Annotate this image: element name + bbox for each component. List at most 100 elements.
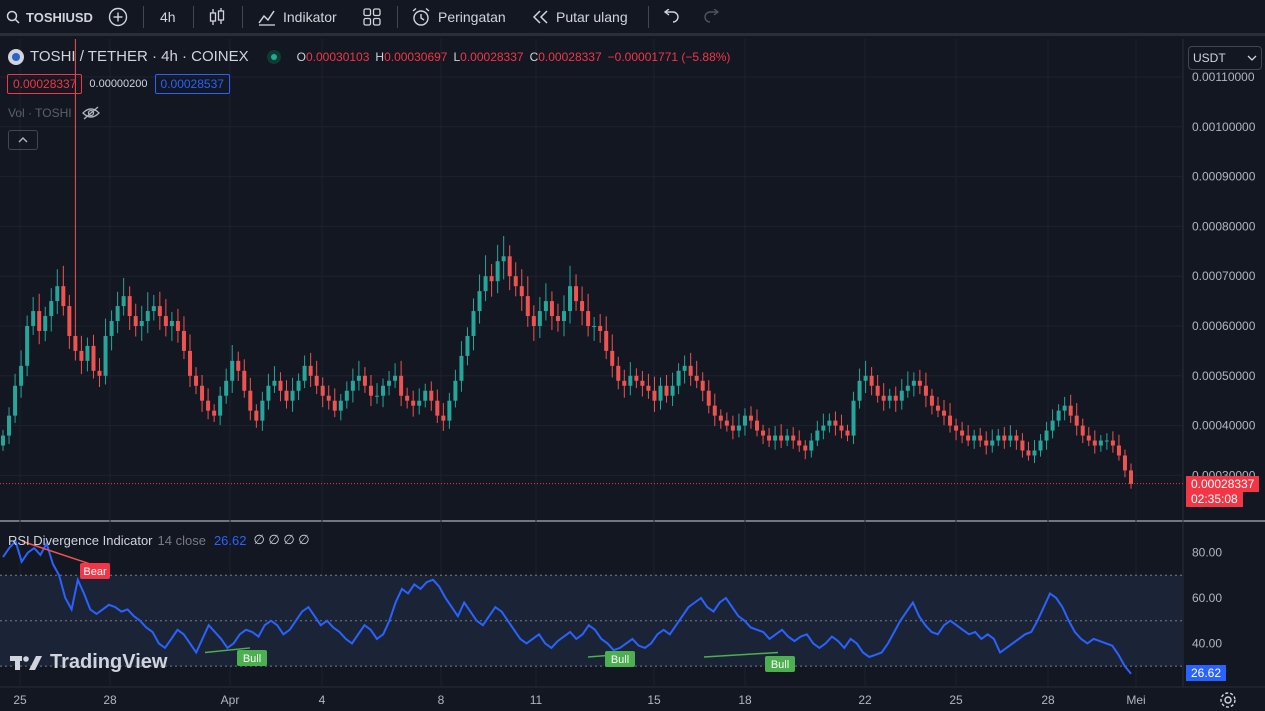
- candle-body: [73, 335, 78, 351]
- undo-button[interactable]: [662, 0, 680, 34]
- candle-body: [133, 316, 138, 326]
- time-axis-label: 25: [13, 693, 27, 707]
- candle-body: [417, 400, 422, 406]
- candle-body: [1032, 450, 1037, 456]
- chart-canvas[interactable]: 0.00110000 0.00100000 0.00090000 0.00080000…: [0, 39, 1265, 711]
- rsi-line: [2, 539, 1132, 675]
- candle-body: [960, 430, 965, 436]
- candle-body: [664, 385, 669, 396]
- time-axis-label: 4: [319, 693, 326, 707]
- alerts-button[interactable]: Peringatan: [411, 0, 506, 34]
- candle-body: [640, 380, 645, 386]
- eye-hidden-icon[interactable]: [81, 106, 100, 120]
- candle-body: [821, 425, 826, 431]
- bid-ask-row: 0.00028337 0.00000200 0.00028537: [7, 74, 230, 94]
- collapse-legend-button[interactable]: [8, 130, 38, 150]
- candle-body: [302, 365, 307, 381]
- rewind-icon: [532, 10, 548, 24]
- ask-button[interactable]: 0.00028537: [154, 74, 230, 94]
- candle-body: [899, 390, 904, 401]
- settings-icon[interactable]: [1219, 691, 1237, 709]
- tradingview-logo[interactable]: TradingView: [10, 651, 167, 674]
- bid-button[interactable]: 0.00028337: [7, 74, 83, 94]
- high-value: 0.00030697: [384, 49, 448, 64]
- price-axis-label: 0.00080000: [1192, 219, 1256, 233]
- candle-body: [145, 311, 150, 322]
- interval-button[interactable]: 4h: [160, 0, 176, 34]
- candle-body: [368, 385, 373, 396]
- candle-body: [91, 345, 96, 371]
- candle-body: [1129, 470, 1133, 484]
- brand-name: TradingView: [50, 651, 168, 673]
- candle-body: [483, 276, 488, 292]
- candle-body: [43, 316, 48, 331]
- volume-legend: Vol · TOSHI: [8, 106, 100, 120]
- candle-body: [1056, 410, 1061, 421]
- rsi-value-tag: 26.62: [1186, 665, 1227, 681]
- candle-body: [55, 286, 60, 302]
- compare-button[interactable]: [108, 0, 128, 34]
- candle-body: [326, 395, 331, 401]
- redo-button[interactable]: [703, 0, 721, 34]
- grid-icon: [363, 8, 381, 26]
- indicators-button[interactable]: Indikator: [257, 0, 337, 34]
- candle-body: [320, 385, 325, 396]
- rsi-axis-label: 60.00: [1192, 591, 1222, 605]
- candle-body: [13, 385, 18, 416]
- toolbar-divider: [143, 6, 144, 28]
- chart-area[interactable]: 0.00110000 0.00100000 0.00090000 0.00080000…: [0, 39, 1265, 711]
- candle-body: [761, 430, 766, 436]
- candle-body: [1008, 435, 1013, 441]
- chart-type-button[interactable]: [208, 0, 226, 34]
- candle-body: [139, 321, 144, 326]
- bull-label: Bull: [771, 659, 789, 671]
- currency-select[interactable]: USDT: [1188, 46, 1262, 70]
- templates-button[interactable]: [363, 0, 381, 34]
- candle-body: [742, 415, 747, 426]
- candle-body: [875, 385, 880, 396]
- candle-body: [393, 375, 398, 381]
- candle-body: [688, 365, 693, 376]
- candle-body: [31, 311, 36, 326]
- candle-body: [272, 380, 277, 386]
- candle-body: [561, 311, 566, 322]
- replay-button[interactable]: Putar ulang: [532, 0, 628, 34]
- candle-body: [942, 410, 947, 416]
- candle-body: [248, 390, 253, 411]
- candle-body: [350, 380, 355, 391]
- candle-body: [652, 390, 657, 401]
- candle-body: [616, 365, 621, 381]
- bull-label-bg: [237, 650, 267, 666]
- candle-body: [537, 311, 542, 326]
- candle-body: [574, 286, 579, 302]
- countdown-value: 02:35:08: [1191, 492, 1238, 506]
- symbol-title: TOSHI / TETHER · 4h · COINEX: [30, 48, 249, 65]
- time-axis-label: 18: [738, 693, 752, 707]
- candle-body: [501, 256, 506, 262]
- time-axis-label: 8: [438, 693, 445, 707]
- candle-body: [411, 400, 416, 406]
- time-axis-label: 22: [858, 693, 872, 707]
- candle-body: [670, 385, 675, 396]
- candle-body: [1110, 440, 1115, 446]
- candle-body: [803, 445, 808, 451]
- candle-body: [344, 390, 349, 401]
- price-axis-label: 0.00110000: [1192, 70, 1255, 84]
- candle-body: [356, 375, 361, 381]
- candle-body: [1116, 445, 1121, 456]
- bull-divergence-line: [703, 651, 779, 658]
- symbol-search[interactable]: TOSHIUSD: [6, 0, 96, 34]
- candle-body: [242, 370, 247, 391]
- candle-body: [658, 385, 663, 401]
- candle-body: [200, 385, 205, 401]
- candle-body: [851, 400, 856, 436]
- candle-body: [911, 380, 916, 386]
- candle-body: [809, 440, 814, 451]
- candle-body: [839, 425, 844, 431]
- candle-body: [1050, 420, 1055, 431]
- volume-label: Vol · TOSHI: [8, 106, 72, 120]
- candle-body: [712, 405, 717, 416]
- chevron-down-icon: [1247, 55, 1257, 61]
- close-value: 0.00028337: [538, 49, 602, 64]
- candle-body: [61, 286, 66, 307]
